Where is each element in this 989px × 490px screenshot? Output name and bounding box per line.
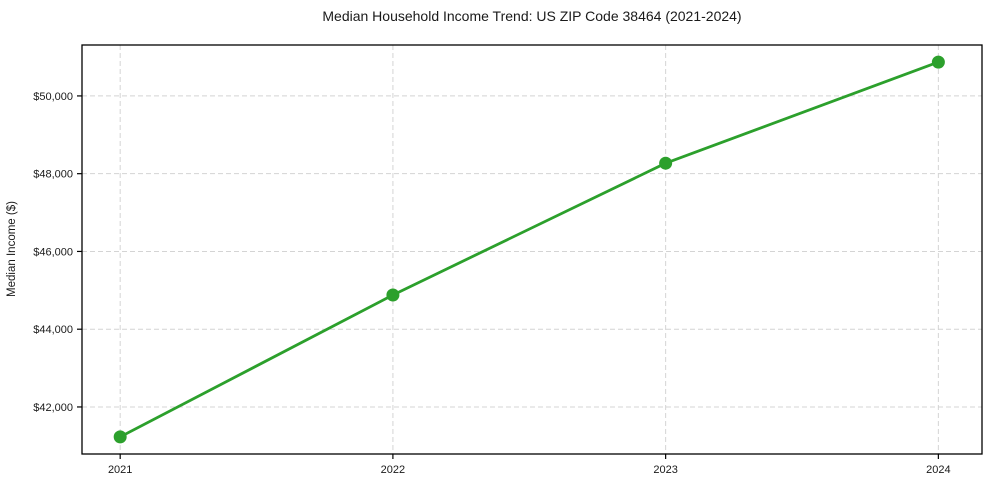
trend-line xyxy=(118,60,940,439)
x-tick-label: 2021 xyxy=(108,464,132,476)
y-tick-label: $46,000 xyxy=(33,246,73,258)
data-point-2021 xyxy=(113,430,127,444)
plot-border xyxy=(81,44,983,455)
y-tick-label: $48,000 xyxy=(33,169,73,181)
y-tick-label: $44,000 xyxy=(33,324,73,336)
x-tick-label: 2023 xyxy=(653,464,677,476)
data-point-2023 xyxy=(659,156,673,170)
y-tick-label: $42,000 xyxy=(33,402,73,414)
data-point-2024 xyxy=(931,55,945,69)
chart-title: Median Household Income Trend: US ZIP Co… xyxy=(322,8,742,24)
data-point-2022 xyxy=(386,288,400,302)
y-tick-label: $50,000 xyxy=(33,91,73,103)
x-tick-label: 2024 xyxy=(926,464,950,476)
x-tick-label: 2022 xyxy=(381,464,405,476)
